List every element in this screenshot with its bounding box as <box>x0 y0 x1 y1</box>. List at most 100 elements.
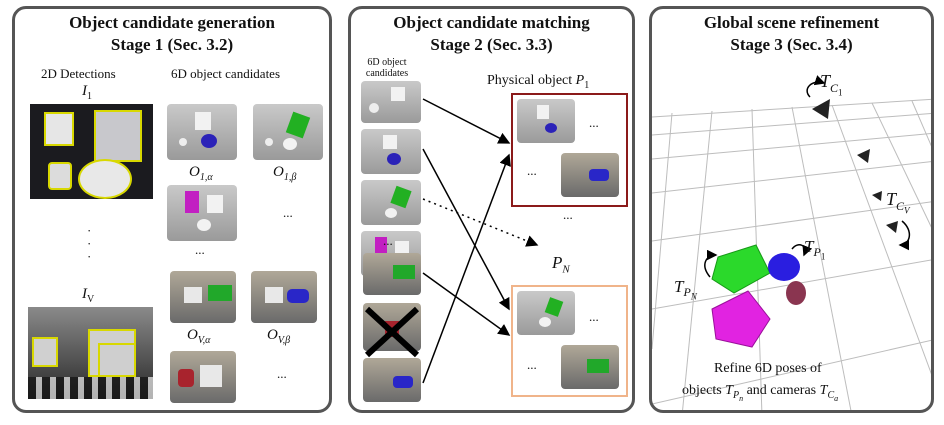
green-object <box>711 244 771 294</box>
s2-candidate-3 <box>361 180 421 225</box>
magenta-box <box>375 237 387 255</box>
camera-cv <box>872 191 882 201</box>
green-box <box>393 265 415 279</box>
cand-label-v-alpha: OV,α <box>187 327 211 346</box>
stage3-panel: Global scene refinement Stage 3 (Sec. 3.… <box>649 6 934 413</box>
detections-label: 2D Detections <box>41 66 116 81</box>
stage1-panel: Object candidate generation Stage 1 (Sec… <box>12 6 332 413</box>
white-cup <box>179 138 187 146</box>
candidate-v-gamma <box>170 351 236 403</box>
reject-x-2 <box>364 306 420 358</box>
white-cylinder <box>197 219 211 231</box>
s2-candidate-1 <box>361 81 421 123</box>
arrow-c1-p1 <box>422 98 511 144</box>
image-v-label: IV <box>82 286 95 305</box>
maroon-object <box>786 281 806 305</box>
camera-cv2 <box>886 221 898 233</box>
image-1-label: I1 <box>82 83 92 102</box>
detection-image-v <box>28 307 153 399</box>
camera-mid <box>857 149 870 163</box>
s2-ellipsis-middle: ... <box>563 207 573 222</box>
pn-thumb-1 <box>517 291 575 335</box>
object-small-cup <box>48 162 72 190</box>
magenta-box <box>185 191 199 213</box>
ellipsis-2: ... <box>195 242 205 257</box>
blue-cylinder <box>545 123 557 133</box>
white-cylinder <box>369 103 379 113</box>
candidate-v-beta <box>251 271 317 323</box>
physical-object-p1-box: ... ... <box>511 93 628 207</box>
white-object <box>265 287 283 303</box>
rotation-arrow-c1 <box>806 75 826 98</box>
stage2-subtitle: Stage 2 (Sec. 3.3) <box>430 35 553 54</box>
stage3-title: Global scene refinement <box>703 13 880 32</box>
candidate-v-alpha <box>170 271 236 323</box>
stage3-subtitle: Stage 3 (Sec. 3.4) <box>730 35 853 54</box>
arrow-c4-pn <box>422 198 539 247</box>
pn-ellipsis-1: ... <box>589 309 599 324</box>
pn-thumb-2 <box>561 345 619 389</box>
physical-object-label: Physical object P1 <box>487 73 590 91</box>
arrow-c2-p1 <box>422 148 510 311</box>
p1-ellipsis-1: ... <box>589 115 599 130</box>
candidate-1-beta <box>253 104 323 160</box>
candidate-1-alpha <box>167 104 237 160</box>
white-cylinder <box>385 208 397 218</box>
ellipsis-1: ... <box>283 205 293 220</box>
cand-label-1-beta: O1,β <box>273 164 297 183</box>
rotation-arrow-cv <box>898 220 911 251</box>
stage3-caption-line1: Refine 6D poses of <box>714 361 822 376</box>
pn-label: PN <box>552 253 570 276</box>
blue-cylinder <box>201 134 217 148</box>
candidate-1-gamma <box>167 185 237 241</box>
object-gray-box <box>94 110 142 162</box>
t-c1-label: TC1 <box>820 71 843 97</box>
physical-object-pn-box: ... ... <box>511 285 628 397</box>
stage2-title: Object candidate matching <box>393 13 590 32</box>
marker-board <box>28 377 153 399</box>
magenta-object <box>711 290 771 348</box>
stage2-panel: Object candidate matching Stage 2 (Sec. … <box>348 6 635 413</box>
stage1-subtitle: Stage 1 (Sec. 3.2) <box>110 35 234 54</box>
pn-ellipsis-2: ... <box>527 357 537 372</box>
white-box <box>195 112 211 130</box>
white-cylinder <box>283 138 297 150</box>
object-center-2 <box>98 343 136 377</box>
object-white-box <box>44 112 74 146</box>
rotation-arrow-pn <box>704 249 718 278</box>
white-box <box>537 105 549 119</box>
green-box <box>587 359 609 373</box>
p1-thumb-2 <box>561 153 619 197</box>
s2-ellipsis-left: ... <box>383 233 393 248</box>
stage1-title: Object candidate generation <box>69 13 275 32</box>
t-cv-label: TCV <box>886 189 910 215</box>
object-left <box>32 337 58 367</box>
object-center <box>88 329 136 377</box>
white-cup <box>265 138 273 146</box>
white-cylinder <box>539 317 551 327</box>
ellipsis-3: ... <box>277 366 287 381</box>
white-box <box>395 241 409 255</box>
white-object <box>200 365 222 387</box>
candidates-label: 6D object candidates <box>171 66 281 81</box>
arrow-c5-pn <box>422 272 511 336</box>
arrow-c7-p1 <box>422 153 511 384</box>
white-box <box>391 87 405 101</box>
blue-cylinder <box>393 376 413 388</box>
white-box <box>383 135 397 149</box>
green-box <box>285 111 311 139</box>
cand-label-1-alpha: O1,α <box>189 164 213 183</box>
stage3-caption-line2: objects TPn and cameras TCa <box>682 383 839 403</box>
s2-candidate-2 <box>361 129 421 174</box>
scene-grid <box>652 75 931 410</box>
p1-ellipsis-2: ... <box>527 163 537 178</box>
blue-cylinder <box>387 153 401 165</box>
detection-image-1 <box>30 104 153 199</box>
t-pn-label: TPN <box>674 277 697 302</box>
cand-label-v-beta: OV,β <box>267 327 291 346</box>
p1-thumb-1 <box>517 99 575 143</box>
blue-cylinder <box>589 169 609 181</box>
blue-object <box>768 253 800 281</box>
s2-candidate-5 <box>363 253 421 295</box>
white-object <box>184 287 202 303</box>
